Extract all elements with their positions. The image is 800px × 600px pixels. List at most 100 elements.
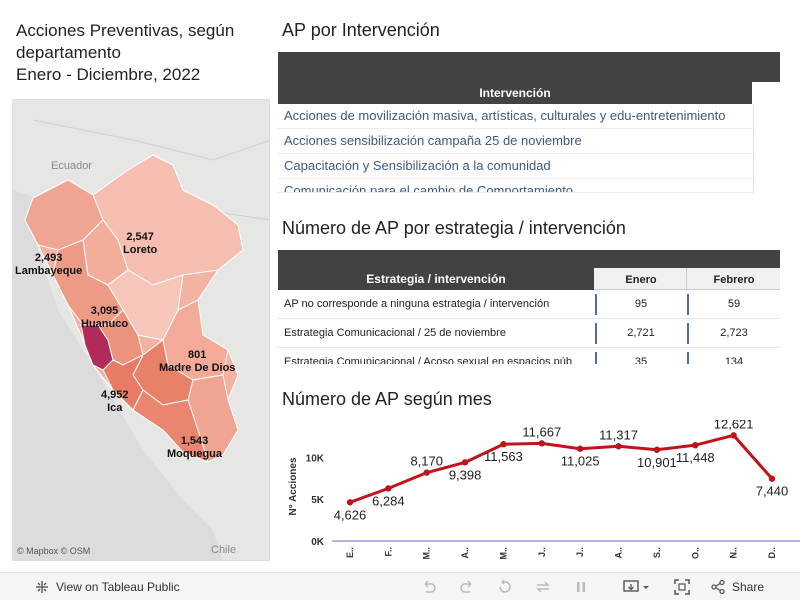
intervencion-title: AP por Intervención bbox=[282, 20, 440, 40]
estrategia-row[interactable]: AP no corresponde a ninguna estrategia /… bbox=[278, 290, 780, 319]
x-tick-label: F.. bbox=[383, 547, 393, 557]
y-axis-title: N° Acciones bbox=[288, 457, 299, 516]
data-point bbox=[692, 441, 699, 449]
map-label-name: Lambayeque bbox=[15, 265, 83, 277]
data-label: 12,621 bbox=[714, 420, 754, 431]
estrategia-enero: 95 bbox=[634, 298, 648, 310]
x-tick-label: O.. bbox=[690, 547, 700, 559]
map-label-name: Loreto bbox=[123, 244, 158, 256]
download-icon[interactable] bbox=[622, 578, 652, 596]
x-tick-label: A.. bbox=[460, 547, 470, 559]
map-attribution[interactable]: © Mapbox © OSM bbox=[17, 546, 91, 556]
map-label-loreto[interactable]: 2,547 Loreto bbox=[123, 231, 157, 257]
estrategia-row[interactable]: Estrategia Comunicacional / Acoso sexual… bbox=[278, 348, 780, 364]
data-label: 11,563 bbox=[484, 449, 523, 464]
undo-icon[interactable] bbox=[420, 578, 438, 596]
view-on-tableau-button[interactable]: View on Tableau Public bbox=[34, 579, 180, 595]
map-label-lambayeque[interactable]: 2,493 Lambayeque bbox=[15, 252, 82, 278]
x-tick-label: D.. bbox=[767, 547, 777, 559]
revert-icon[interactable] bbox=[496, 578, 514, 596]
estrategia-header: Estrategia / intervención Enero Febrero bbox=[278, 250, 780, 290]
intervencion-row[interactable]: Acciones de movilización masiva, artísti… bbox=[278, 104, 754, 129]
x-tick-label: M.. bbox=[498, 547, 508, 560]
estrategia-febrero: 59 bbox=[727, 298, 741, 310]
cell-divider bbox=[687, 323, 689, 344]
cell-divider bbox=[687, 352, 689, 364]
data-point bbox=[576, 445, 584, 452]
intervencion-header-gap bbox=[752, 82, 780, 104]
data-point bbox=[423, 469, 430, 476]
map-label-name: Ica bbox=[107, 402, 123, 414]
x-tick-label: J.. bbox=[537, 547, 547, 557]
ecuador-label: Ecuador bbox=[51, 160, 92, 172]
share-button[interactable]: Share bbox=[710, 579, 764, 595]
cell-divider bbox=[687, 294, 689, 315]
fullscreen-icon[interactable] bbox=[673, 578, 691, 596]
map-label-name: Moquegua bbox=[167, 448, 222, 460]
pause-icon[interactable] bbox=[572, 578, 590, 596]
series-line bbox=[349, 433, 774, 504]
map-label-value: 1,543 bbox=[180, 435, 209, 447]
data-label: 11,025 bbox=[561, 454, 600, 469]
y-tick-label: 10K bbox=[306, 453, 325, 464]
intervencion-column-header[interactable]: Intervención bbox=[479, 86, 551, 100]
mes-line-chart[interactable]: N° Acciones 0K 5K 10K 4,626 E.. 6,284 F.. 8,170 M… bbox=[278, 420, 800, 570]
estrategia-column-header[interactable]: Estrategia / intervención bbox=[366, 272, 506, 286]
refresh-icon[interactable] bbox=[534, 578, 552, 596]
data-label: 11,317 bbox=[599, 427, 638, 442]
data-label: 8,170 bbox=[410, 454, 443, 469]
estrategia-month-bar bbox=[594, 268, 780, 290]
cell-divider bbox=[595, 323, 597, 344]
data-label: 11,448 bbox=[676, 450, 715, 465]
estrategia-febrero: 134 bbox=[724, 356, 744, 364]
map-label-ica[interactable]: 4,952 Ica bbox=[101, 389, 129, 415]
data-point bbox=[730, 432, 737, 439]
map-title-line2: departamento bbox=[16, 43, 121, 62]
share-label: Share bbox=[732, 580, 765, 594]
map-label-value: 2,493 bbox=[34, 252, 63, 264]
data-point bbox=[538, 440, 546, 447]
map-title-line3: Enero - Diciembre, 2022 bbox=[16, 65, 201, 84]
mes-title: Número de AP según mes bbox=[282, 389, 492, 409]
estrategia-label: AP no corresponde a ninguna estrategia /… bbox=[284, 298, 550, 310]
estrategia-enero: 2,721 bbox=[627, 327, 655, 339]
data-label: 6,284 bbox=[372, 493, 405, 508]
cell-divider bbox=[595, 352, 597, 364]
data-label: 9,398 bbox=[449, 467, 482, 482]
map-label-value: 4,952 bbox=[101, 389, 129, 401]
intervencion-row[interactable]: Comunicación para el cambio de Comportam… bbox=[278, 179, 754, 193]
x-tick-label: J.. bbox=[575, 547, 585, 557]
map-label-huanuco[interactable]: 3,095 Huanuco bbox=[81, 305, 128, 331]
month-header-febrero[interactable]: Febrero bbox=[713, 274, 755, 286]
data-point bbox=[385, 485, 392, 492]
map-label-value: 801 bbox=[188, 349, 207, 361]
intervencion-row[interactable]: Acciones sensibilización campaña 25 de n… bbox=[278, 129, 754, 154]
estrategia-title: Número de AP por estrategia / intervenci… bbox=[282, 218, 626, 238]
redo-icon[interactable] bbox=[458, 578, 476, 596]
data-label: 10,901 bbox=[637, 455, 677, 470]
map-shapes bbox=[13, 100, 269, 560]
x-tick-label: A.. bbox=[614, 547, 624, 559]
chile-label: Chile bbox=[211, 544, 237, 556]
tableau-logo-icon bbox=[36, 581, 48, 593]
estrategia-enero: 35 bbox=[634, 356, 648, 364]
data-label: 7,440 bbox=[756, 484, 789, 499]
y-tick-label: 5K bbox=[311, 495, 325, 506]
estrategia-row[interactable]: Estrategia Comunicacional / 25 de noviem… bbox=[278, 319, 780, 348]
map-label-madre-de-dios[interactable]: 801 Madre De Dios bbox=[159, 349, 235, 375]
peru-map[interactable]: Ecuador Chile 2,493 Lambayeque 2,547 Lor… bbox=[12, 99, 270, 561]
month-header-enero[interactable]: Enero bbox=[625, 274, 657, 286]
x-tick-label: N.. bbox=[729, 547, 739, 559]
tableau-toolbar: View on Tableau Public bbox=[0, 572, 800, 600]
map-label-name: Huanuco bbox=[81, 318, 129, 330]
x-tick-label: M.. bbox=[422, 547, 432, 560]
data-point bbox=[768, 475, 776, 482]
map-title: Acciones Preventivas, según departamento… bbox=[16, 20, 276, 86]
data-point bbox=[461, 459, 469, 466]
share-icon bbox=[711, 579, 725, 595]
map-label-moquegua[interactable]: 1,543 Moquegua bbox=[167, 435, 222, 461]
data-point bbox=[653, 446, 661, 453]
intervencion-row[interactable]: Capacitación y Sensibilización a la comu… bbox=[278, 154, 754, 179]
map-label-value: 3,095 bbox=[90, 305, 119, 317]
